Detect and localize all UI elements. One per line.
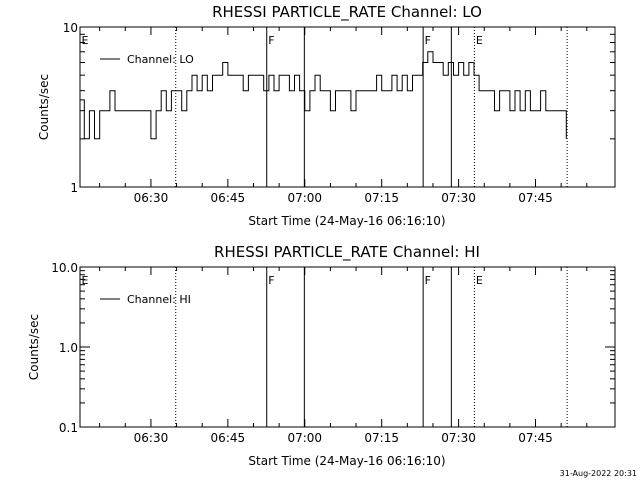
panel-lo-plot-layer: E F F E 1 10 06:30 06:45 07:00 07:15 07:30 07:45 Cha… xyxy=(63,21,615,205)
y-tick-label-lo-0: 1 xyxy=(70,181,78,195)
legend-label-lo: Channel: LO xyxy=(127,53,194,66)
panel-lo-title: RHESSI PARTICLE_RATE Channel: LO xyxy=(212,3,482,22)
flag-label-hi-2: F xyxy=(268,274,274,287)
y-tick-label-hi-0: 0.1 xyxy=(59,421,78,435)
panel-lo-frame xyxy=(79,26,616,188)
y-tick-label-lo-1: 10 xyxy=(63,21,78,35)
x-tick-label-lo-4: 07:30 xyxy=(441,191,476,205)
panel-hi-ylabel: Counts/sec xyxy=(27,314,41,380)
x-tick-label-hi-4: 07:30 xyxy=(441,431,476,445)
panel-lo: RHESSI PARTICLE_RATE Channel: LO Start T… xyxy=(37,3,616,228)
panel-hi-title: RHESSI PARTICLE_RATE Channel: HI xyxy=(214,243,480,262)
x-tick-label-lo-5: 07:45 xyxy=(518,191,553,205)
panel-lo-xlabel: Start Time (24-May-16 06:16:10) xyxy=(248,214,445,228)
x-tick-label-lo-1: 06:45 xyxy=(211,191,246,205)
y-tick-label-hi-1: 1.0 xyxy=(59,341,78,355)
flag-label-lo-2: F xyxy=(268,34,274,47)
flag-label-lo-0: E xyxy=(82,34,89,47)
x-tick-label-hi-0: 06:30 xyxy=(134,431,169,445)
y-tick-label-hi-2: 10.0 xyxy=(51,261,78,275)
generation-timestamp: 31-Aug-2022 20:31 xyxy=(560,469,637,478)
series-line-lo-0 xyxy=(80,51,567,140)
flag-label-lo-4: F xyxy=(425,34,431,47)
x-tick-label-hi-5: 07:45 xyxy=(518,431,553,445)
panel-hi-plot-layer: E F F E 0.1 1.0 10.0 06:30 06:45 07:00 07:15 07:30 0… xyxy=(51,261,615,445)
x-tick-label-hi-2: 07:00 xyxy=(287,431,322,445)
flag-label-lo-6: E xyxy=(476,34,483,47)
legend-label-hi: Channel: HI xyxy=(127,293,191,306)
x-tick-label-lo-0: 06:30 xyxy=(134,191,169,205)
flag-label-hi-0: E xyxy=(82,274,89,287)
x-tick-label-lo-2: 07:00 xyxy=(287,191,322,205)
panel-hi-xlabel: Start Time (24-May-16 06:16:10) xyxy=(248,454,445,468)
panel-hi: RHESSI PARTICLE_RATE Channel: HI Start T… xyxy=(27,243,616,468)
panel-lo-ylabel: Counts/sec xyxy=(37,74,51,140)
flag-label-hi-4: F xyxy=(425,274,431,287)
x-tick-label-hi-3: 07:15 xyxy=(364,431,399,445)
flag-label-hi-6: E xyxy=(476,274,483,287)
x-tick-label-lo-3: 07:15 xyxy=(364,191,399,205)
x-tick-label-hi-1: 06:45 xyxy=(211,431,246,445)
